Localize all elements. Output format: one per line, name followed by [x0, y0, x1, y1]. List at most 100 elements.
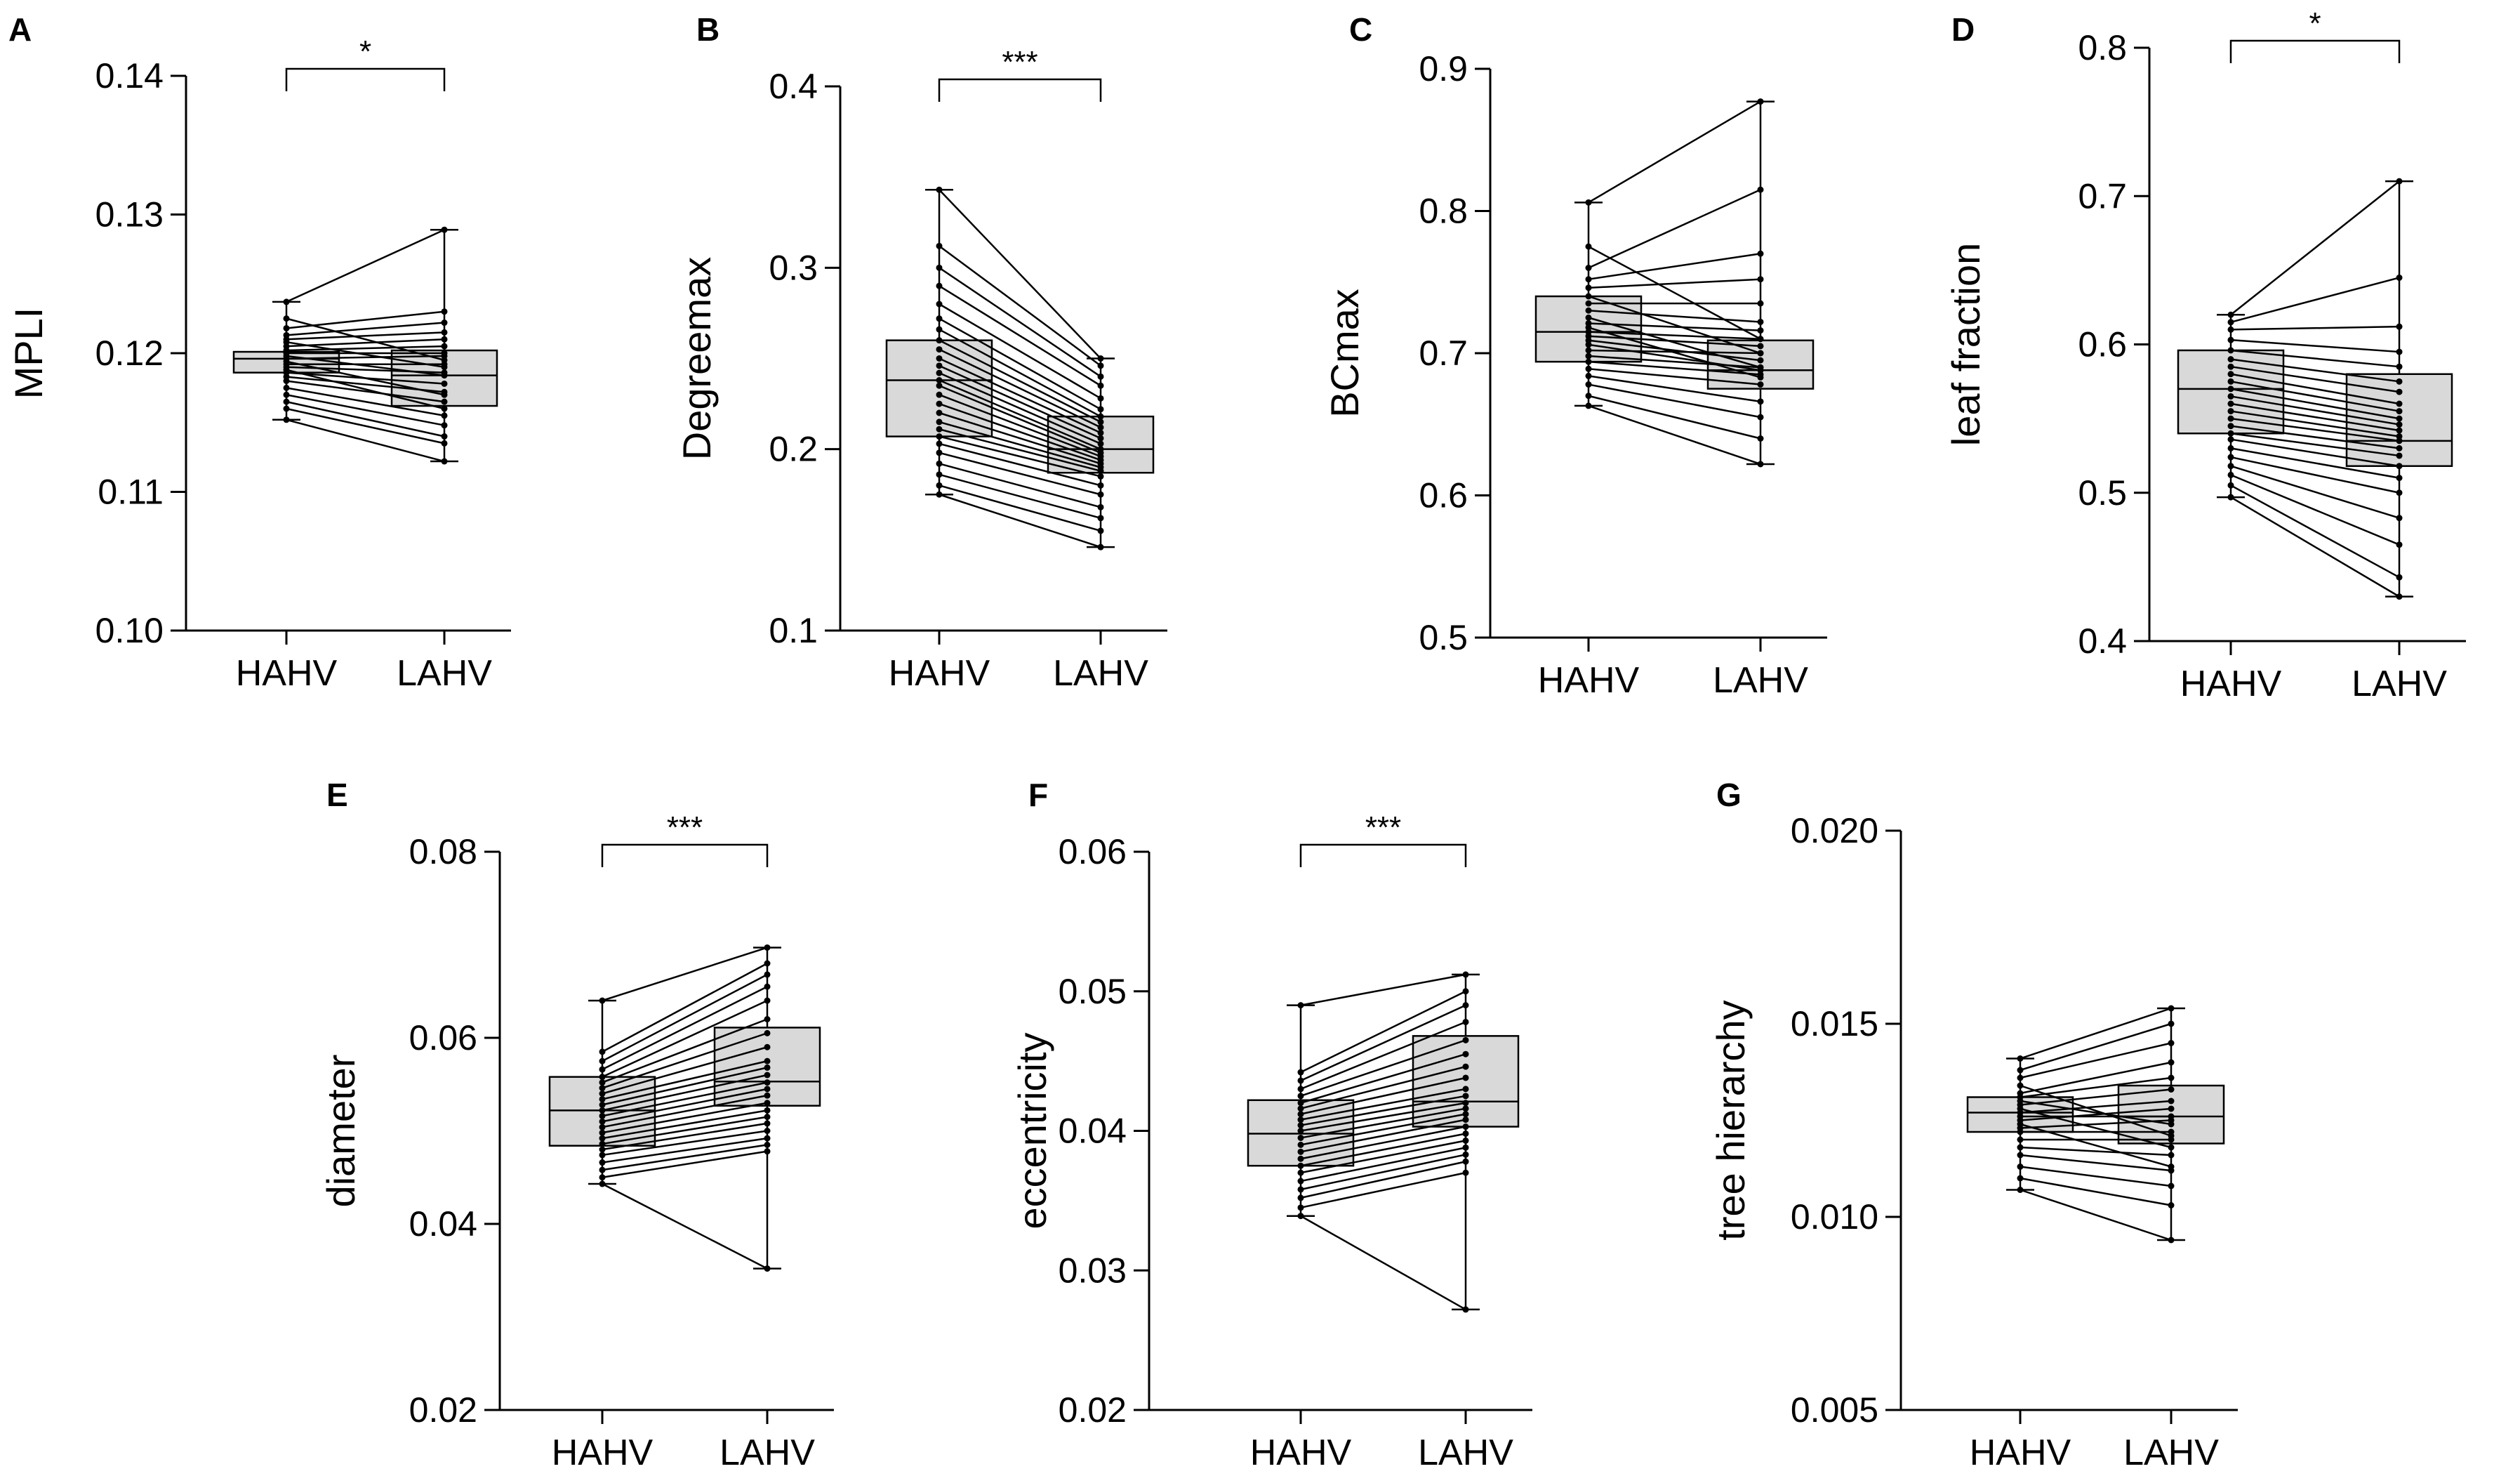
y-tick-label: 0.9 [1419, 49, 1468, 88]
data-point-hahv [599, 1090, 606, 1097]
subject-line [2020, 1119, 2172, 1129]
subject-line [2230, 447, 2400, 479]
data-point-lahv [2396, 437, 2403, 444]
data-point-lahv [1462, 1074, 1469, 1081]
data-point-lahv [1757, 250, 1764, 257]
x-category-label: HAHV [1538, 660, 1640, 701]
data-point-hahv [1585, 381, 1592, 388]
data-point-hahv [599, 1085, 606, 1092]
subject-line [2230, 381, 2400, 412]
data-point-lahv [2396, 408, 2403, 415]
y-tick-label: 0.015 [1791, 1004, 1878, 1043]
data-point-hahv [936, 326, 943, 333]
x-category-label: LAHV [2352, 664, 2447, 704]
data-point-hahv [2227, 436, 2234, 443]
subject-line [939, 364, 1101, 440]
subject-line [2230, 365, 2400, 393]
subject-line [1300, 990, 1466, 1074]
subject-line [2230, 456, 2400, 494]
data-point-hahv [599, 1074, 606, 1081]
data-point-lahv [441, 308, 448, 315]
subject-line [1300, 1154, 1466, 1191]
data-point-hahv [936, 355, 943, 362]
data-point-lahv [2396, 274, 2403, 281]
data-point-lahv [764, 971, 771, 978]
data-point-lahv [1097, 373, 1104, 380]
data-point-hahv [599, 1107, 606, 1114]
data-point-hahv [1297, 1148, 1304, 1155]
data-point-lahv [1462, 1100, 1469, 1107]
significance-label: * [2309, 6, 2321, 41]
data-point-hahv [2227, 415, 2234, 422]
data-point-lahv [1462, 1144, 1469, 1151]
y-tick-label: 0.3 [769, 248, 818, 287]
subject-line [2020, 1088, 2172, 1106]
data-point-lahv [2168, 1202, 2175, 1208]
subject-line [286, 355, 445, 376]
subject-line [2230, 180, 2400, 316]
data-point-lahv [1462, 1036, 1469, 1043]
data-point-hahv [1297, 1194, 1304, 1201]
subject-line [2230, 433, 2400, 457]
subject-line [1588, 188, 1761, 269]
data-point-hahv [936, 418, 943, 426]
data-point-hahv [936, 282, 943, 289]
y-tick-label: 0.5 [2078, 473, 2127, 513]
subject-line [939, 385, 1101, 454]
data-point-hahv [2227, 454, 2234, 461]
subject-line [1300, 1065, 1466, 1109]
subject-line [1300, 1215, 1466, 1310]
subject-line [939, 485, 1101, 532]
data-point-lahv [1097, 473, 1104, 480]
subject-line [286, 310, 445, 329]
paired-lines [1297, 971, 1469, 1313]
significance-label: *** [1002, 45, 1037, 79]
data-point-lahv [2168, 1005, 2175, 1012]
subject-line [602, 1144, 768, 1171]
y-tick-label: 0.04 [1059, 1112, 1127, 1151]
data-point-lahv [1757, 350, 1764, 357]
data-point-lahv [764, 1120, 771, 1127]
subject-line [602, 1081, 768, 1117]
subject-line [2020, 1084, 2172, 1137]
data-point-lahv [1462, 1151, 1469, 1158]
y-tick-label: 0.7 [2078, 176, 2127, 216]
data-point-hahv [2017, 1152, 2024, 1159]
x-category-label: HAHV [2180, 664, 2282, 704]
subject-line [1300, 1171, 1466, 1209]
data-point-hahv [2017, 1136, 2024, 1143]
data-point-hahv [936, 471, 943, 478]
y-tick-label: 0.8 [1419, 192, 1468, 231]
panel-letter: A [8, 11, 32, 48]
data-point-hahv [1297, 1128, 1304, 1134]
data-point-hahv [2227, 385, 2234, 393]
data-point-lahv [1462, 1130, 1469, 1137]
data-point-lahv [1757, 318, 1764, 325]
paired-lines [599, 944, 771, 1272]
data-point-lahv [2396, 178, 2403, 185]
data-point-lahv [764, 1057, 771, 1065]
subject-line [2020, 1123, 2172, 1168]
data-point-hahv [2017, 1067, 2024, 1074]
data-point-hahv [2227, 336, 2234, 343]
subject-line [1588, 253, 1761, 280]
data-point-hahv [283, 398, 290, 405]
data-point-lahv [2396, 541, 2403, 548]
data-point-lahv [2168, 1182, 2175, 1189]
subject-line [1588, 331, 1761, 340]
data-point-hahv [936, 264, 943, 271]
data-point-lahv [2396, 433, 2403, 440]
data-point-lahv [1757, 435, 1764, 442]
x-category-label: HAHV [1970, 1432, 2071, 1473]
subject-line [939, 494, 1101, 548]
data-point-hahv [283, 391, 290, 398]
subject-line [1300, 1095, 1466, 1126]
data-point-lahv [764, 1079, 771, 1086]
data-point-hahv [283, 416, 290, 423]
data-point-hahv [936, 482, 943, 489]
data-point-lahv [1757, 414, 1764, 421]
subject-line [602, 1109, 768, 1140]
data-point-hahv [936, 426, 943, 433]
subject-line [2230, 338, 2400, 353]
subject-line [286, 418, 445, 463]
